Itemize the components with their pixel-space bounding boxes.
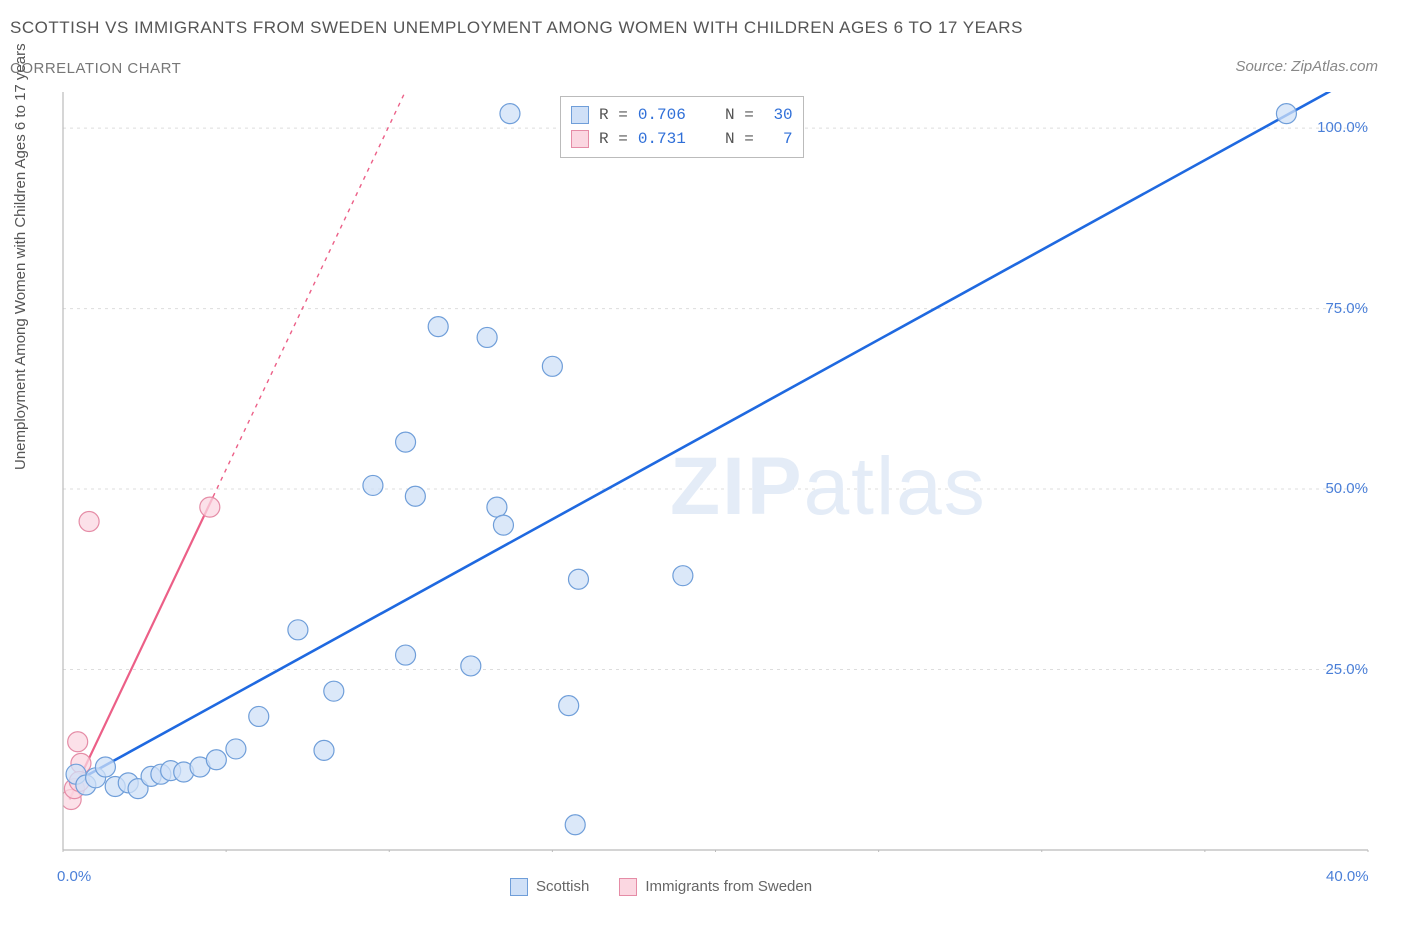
legend-swatch — [571, 106, 589, 124]
chart-title: SCOTTISH VS IMMIGRANTS FROM SWEDEN UNEMP… — [10, 18, 1023, 38]
legend-r-value: 0.706 — [638, 103, 686, 127]
legend-n-prefix: N = — [725, 103, 754, 127]
x-tick-label: 0.0% — [57, 868, 91, 885]
legend-stats-box: R = 0.706 N = 30 R = 0.731 N = 7 — [560, 96, 804, 158]
legend-stats-row: R = 0.731 N = 7 — [571, 127, 793, 151]
legend-r-prefix: R = — [599, 127, 628, 151]
y-tick-label: 75.0% — [1308, 300, 1368, 317]
legend-r-value: 0.731 — [638, 127, 686, 151]
legend-swatch — [571, 130, 589, 148]
source-attribution: Source: ZipAtlas.com — [1235, 58, 1378, 75]
y-tick-label: 50.0% — [1308, 480, 1368, 497]
legend-item: Immigrants from Sweden — [619, 878, 812, 896]
y-tick-label: 25.0% — [1308, 661, 1368, 678]
y-axis-label: Unemployment Among Women with Children A… — [12, 43, 29, 470]
legend-label: Scottish — [536, 878, 589, 895]
legend-n-prefix: N = — [725, 127, 754, 151]
y-tick-label: 100.0% — [1308, 119, 1368, 136]
chart-subtitle: CORRELATION CHART — [10, 60, 181, 77]
scatter-chart-svg — [50, 92, 1380, 852]
legend-stats-row: R = 0.706 N = 30 — [571, 103, 793, 127]
chart-area — [50, 92, 1380, 852]
legend-n-value: 7 — [764, 127, 793, 151]
legend-bottom: Scottish Immigrants from Sweden — [510, 878, 812, 896]
legend-item: Scottish — [510, 878, 589, 896]
legend-swatch — [619, 878, 637, 896]
legend-r-prefix: R = — [599, 103, 628, 127]
legend-n-value: 30 — [764, 103, 793, 127]
legend-label: Immigrants from Sweden — [645, 878, 812, 895]
x-tick-label: 40.0% — [1326, 868, 1369, 885]
legend-swatch — [510, 878, 528, 896]
